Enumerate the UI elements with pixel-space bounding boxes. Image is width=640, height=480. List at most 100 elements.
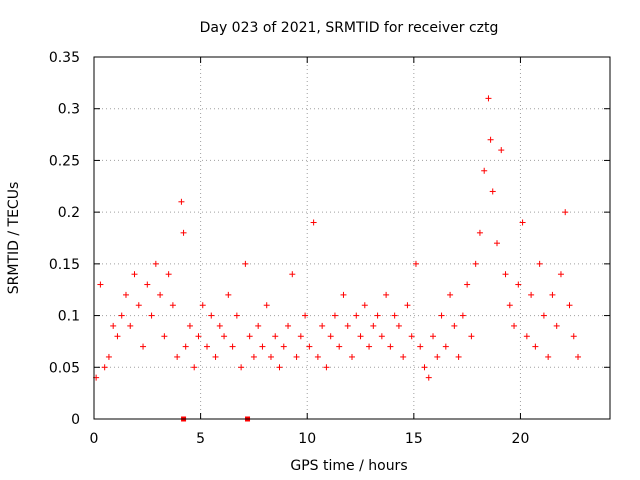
data-point xyxy=(127,322,134,329)
data-point xyxy=(174,353,181,360)
x-tick-label: 5 xyxy=(196,431,205,447)
y-tick-label: 0.1 xyxy=(58,309,80,325)
data-point xyxy=(489,188,496,195)
y-tick-label: 0 xyxy=(71,412,80,428)
data-point xyxy=(152,260,159,267)
data-point xyxy=(186,322,193,329)
data-point xyxy=(408,333,415,340)
data-point xyxy=(319,322,326,329)
data-point xyxy=(297,333,304,340)
data-point xyxy=(336,343,343,350)
x-axis-label: GPS time / hours xyxy=(290,458,407,474)
data-point xyxy=(340,291,347,298)
data-point xyxy=(331,312,338,319)
data-point xyxy=(361,302,368,309)
x-tick-label: 15 xyxy=(405,431,423,447)
data-point xyxy=(519,219,526,226)
data-point xyxy=(157,291,164,298)
data-point xyxy=(195,333,202,340)
grid xyxy=(94,57,610,419)
data-point xyxy=(233,312,240,319)
data-point xyxy=(395,322,402,329)
data-point xyxy=(255,322,262,329)
data-point xyxy=(515,281,522,288)
data-point xyxy=(178,198,185,205)
data-point xyxy=(272,333,279,340)
data-point xyxy=(327,333,334,340)
data-point xyxy=(455,353,462,360)
data-point xyxy=(204,343,211,350)
data-point xyxy=(374,312,381,319)
plot-frame xyxy=(93,56,611,420)
data-point xyxy=(263,302,270,309)
data-point xyxy=(387,343,394,350)
data-point xyxy=(536,260,543,267)
data-point xyxy=(481,167,488,174)
data-point xyxy=(430,333,437,340)
data-point xyxy=(280,343,287,350)
data-point xyxy=(276,364,283,371)
data-point xyxy=(487,136,494,143)
data-point xyxy=(493,240,500,247)
data-point xyxy=(434,353,441,360)
data-point xyxy=(511,322,518,329)
data-point xyxy=(135,302,142,309)
data-point xyxy=(169,302,176,309)
data-points xyxy=(93,95,582,422)
data-point xyxy=(246,333,253,340)
data-point xyxy=(182,343,189,350)
y-axis-label: SRMTID / TECUs xyxy=(6,182,22,295)
y-tick-label: 0.15 xyxy=(49,257,80,273)
data-point xyxy=(442,343,449,350)
data-point xyxy=(238,364,245,371)
data-point xyxy=(366,343,373,350)
data-point xyxy=(267,353,274,360)
data-point xyxy=(383,291,390,298)
data-point xyxy=(250,353,257,360)
data-point xyxy=(370,322,377,329)
data-point xyxy=(97,281,104,288)
data-point xyxy=(404,302,411,309)
data-point xyxy=(212,353,219,360)
y-tick-label: 0.25 xyxy=(49,153,80,169)
data-point xyxy=(545,353,552,360)
data-point xyxy=(459,312,466,319)
data-point xyxy=(485,95,492,102)
data-point xyxy=(357,333,364,340)
data-point xyxy=(118,312,125,319)
x-tick-label: 0 xyxy=(90,431,99,447)
data-point xyxy=(464,281,471,288)
data-point xyxy=(412,260,419,267)
data-point xyxy=(438,312,445,319)
data-point xyxy=(532,343,539,350)
data-point xyxy=(476,229,483,236)
data-point xyxy=(562,209,569,216)
data-point xyxy=(310,219,317,226)
data-point xyxy=(180,229,187,236)
data-point xyxy=(242,260,249,267)
data-point xyxy=(105,353,112,360)
data-point xyxy=(314,353,321,360)
data-point xyxy=(323,364,330,371)
data-point xyxy=(216,322,223,329)
data-point xyxy=(506,302,513,309)
y-tick-label: 0.2 xyxy=(58,205,80,221)
data-point xyxy=(557,271,564,278)
data-point xyxy=(391,312,398,319)
data-point xyxy=(425,374,432,381)
data-point xyxy=(148,312,155,319)
data-point xyxy=(540,312,547,319)
data-point xyxy=(400,353,407,360)
data-point xyxy=(114,333,121,340)
data-point xyxy=(553,322,560,329)
data-point xyxy=(447,291,454,298)
data-point xyxy=(468,333,475,340)
data-point xyxy=(344,322,351,329)
data-point xyxy=(353,312,360,319)
data-point xyxy=(451,322,458,329)
data-point xyxy=(110,322,117,329)
data-point xyxy=(566,302,573,309)
data-point xyxy=(165,271,172,278)
data-point xyxy=(349,353,355,360)
